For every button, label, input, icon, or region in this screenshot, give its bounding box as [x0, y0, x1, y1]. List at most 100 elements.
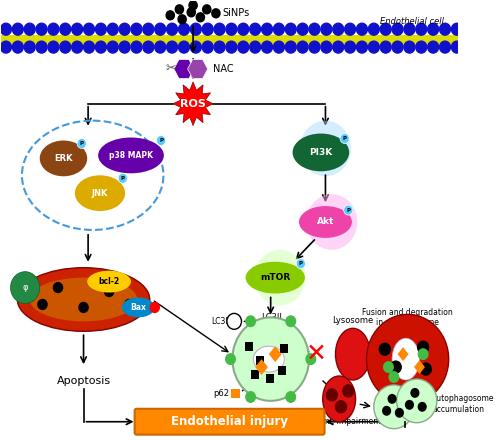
- Circle shape: [418, 402, 427, 412]
- Circle shape: [176, 5, 184, 14]
- Circle shape: [143, 23, 154, 35]
- Text: PI3K: PI3K: [310, 148, 332, 157]
- Text: ERK: ERK: [54, 154, 72, 163]
- Bar: [280, 344, 288, 353]
- Polygon shape: [414, 360, 425, 374]
- Text: LC3II: LC3II: [261, 313, 282, 322]
- Circle shape: [416, 41, 427, 53]
- Circle shape: [297, 23, 308, 35]
- Ellipse shape: [98, 138, 164, 173]
- Circle shape: [306, 194, 358, 250]
- Text: Apoptosis: Apoptosis: [56, 376, 110, 386]
- Circle shape: [262, 23, 272, 35]
- Text: p38 MAPK: p38 MAPK: [109, 151, 153, 160]
- Circle shape: [96, 41, 106, 53]
- Text: ✕: ✕: [306, 342, 327, 366]
- Circle shape: [48, 41, 59, 53]
- Circle shape: [119, 23, 130, 35]
- Circle shape: [189, 1, 197, 10]
- Circle shape: [404, 41, 415, 53]
- Text: P: P: [299, 261, 303, 266]
- Circle shape: [340, 134, 349, 143]
- Circle shape: [60, 23, 71, 35]
- Circle shape: [452, 23, 462, 35]
- Circle shape: [333, 23, 344, 35]
- Circle shape: [72, 41, 83, 53]
- Ellipse shape: [392, 338, 419, 380]
- Circle shape: [202, 5, 211, 14]
- Circle shape: [154, 41, 166, 53]
- Ellipse shape: [322, 376, 356, 422]
- Circle shape: [356, 41, 368, 53]
- Circle shape: [382, 406, 391, 416]
- Bar: [232, 389, 239, 398]
- Text: NAC: NAC: [213, 64, 234, 74]
- Polygon shape: [269, 346, 281, 362]
- Circle shape: [104, 286, 114, 297]
- Circle shape: [166, 41, 177, 53]
- Circle shape: [178, 41, 190, 53]
- Ellipse shape: [87, 271, 131, 293]
- Polygon shape: [173, 82, 213, 125]
- Circle shape: [404, 23, 415, 35]
- Text: Autophagosome
accumulation: Autophagosome accumulation: [432, 394, 495, 414]
- Ellipse shape: [40, 140, 87, 176]
- Circle shape: [286, 23, 296, 35]
- Polygon shape: [398, 347, 408, 361]
- Circle shape: [380, 343, 390, 355]
- Bar: [250, 370, 259, 379]
- Circle shape: [383, 361, 394, 373]
- Circle shape: [245, 315, 256, 327]
- Circle shape: [250, 41, 260, 53]
- Circle shape: [108, 41, 118, 53]
- Circle shape: [225, 353, 236, 365]
- Circle shape: [368, 41, 380, 53]
- Ellipse shape: [10, 271, 40, 304]
- Circle shape: [396, 379, 437, 423]
- Circle shape: [96, 23, 106, 35]
- Text: Bax: Bax: [130, 303, 146, 312]
- Bar: [266, 374, 274, 383]
- Circle shape: [286, 41, 296, 53]
- Circle shape: [227, 313, 242, 329]
- Circle shape: [420, 363, 432, 375]
- Text: P: P: [80, 141, 84, 146]
- Circle shape: [286, 391, 296, 403]
- Circle shape: [131, 23, 142, 35]
- Circle shape: [410, 388, 420, 398]
- Circle shape: [321, 23, 332, 35]
- Circle shape: [190, 23, 202, 35]
- Text: P: P: [159, 138, 163, 143]
- Ellipse shape: [75, 175, 125, 211]
- Text: LC3I: LC3I: [211, 317, 228, 326]
- Circle shape: [326, 389, 338, 401]
- Ellipse shape: [292, 134, 349, 171]
- Polygon shape: [255, 359, 268, 375]
- Text: P: P: [342, 136, 346, 141]
- Circle shape: [38, 300, 47, 309]
- Circle shape: [214, 41, 225, 53]
- Circle shape: [405, 400, 414, 410]
- Circle shape: [309, 23, 320, 35]
- Circle shape: [306, 353, 316, 365]
- Circle shape: [79, 302, 88, 312]
- Circle shape: [72, 23, 83, 35]
- Circle shape: [250, 23, 260, 35]
- Circle shape: [286, 315, 296, 327]
- Circle shape: [374, 385, 414, 429]
- Circle shape: [131, 41, 142, 53]
- Text: Fusion and degradation
in autolysosome: Fusion and degradation in autolysosome: [362, 308, 453, 327]
- Circle shape: [344, 41, 356, 53]
- Circle shape: [380, 41, 391, 53]
- Circle shape: [333, 41, 344, 53]
- Circle shape: [77, 139, 86, 148]
- Circle shape: [428, 41, 438, 53]
- Circle shape: [60, 41, 71, 53]
- Circle shape: [440, 23, 450, 35]
- Circle shape: [24, 41, 35, 53]
- Circle shape: [321, 41, 332, 53]
- Ellipse shape: [299, 206, 352, 238]
- Circle shape: [388, 371, 400, 383]
- Text: φ: φ: [22, 283, 28, 292]
- Text: bcl-2: bcl-2: [98, 277, 119, 286]
